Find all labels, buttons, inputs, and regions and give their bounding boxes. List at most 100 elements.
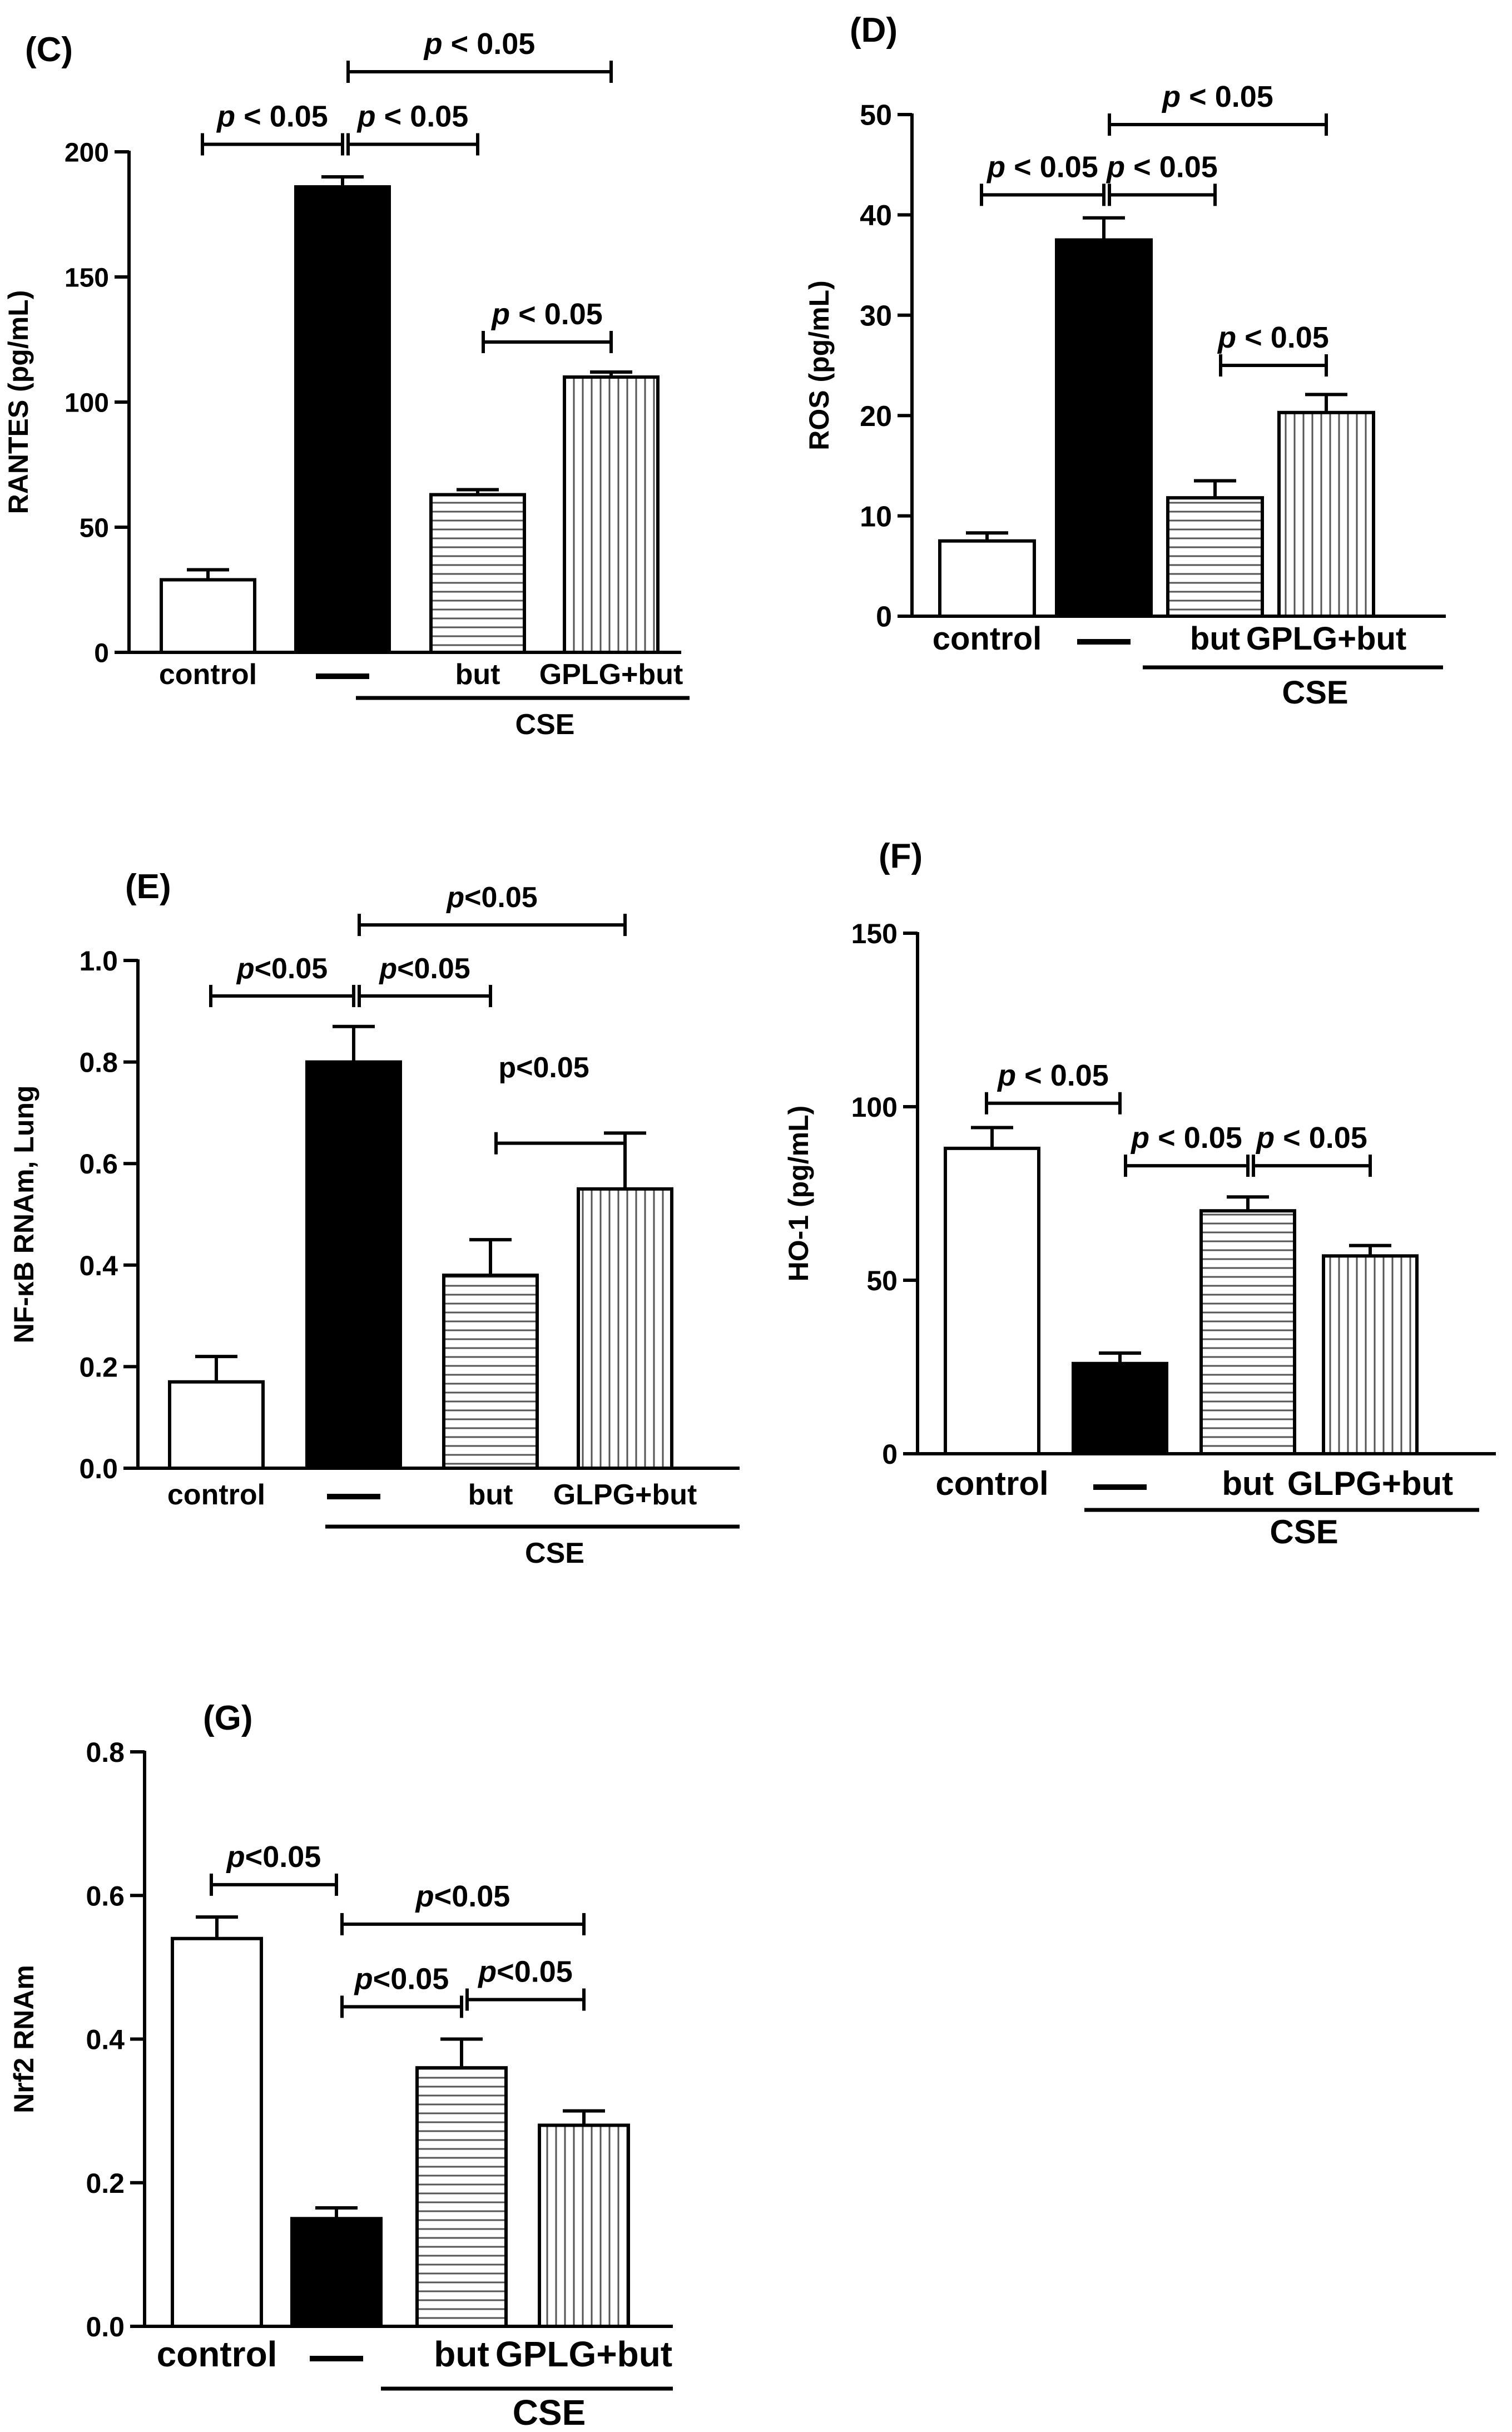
category-label: GPLG+but xyxy=(495,2334,672,2374)
category-label: GLPG+but xyxy=(1287,1465,1453,1502)
category-label: control xyxy=(159,658,257,691)
category-label: but xyxy=(1190,621,1240,657)
y-tick-label: 0.2 xyxy=(79,1351,118,1383)
category-label-hidden: — xyxy=(342,683,343,685)
category-label-hidden: — xyxy=(1119,1494,1121,1495)
y-tick-label: 20 xyxy=(860,400,892,433)
y-tick-label: 0.6 xyxy=(86,1880,125,1911)
significance-bracket: p < 0.05 xyxy=(346,100,479,156)
bar-1 xyxy=(171,1936,263,2329)
category-label: control xyxy=(935,1465,1048,1502)
significance-label: p<0.05 xyxy=(477,1955,573,1988)
significance-bracket: p < 0.05 xyxy=(980,150,1106,206)
y-tick-label: 100 xyxy=(851,1092,898,1123)
y-tick-label: 0.2 xyxy=(86,2168,125,2199)
significance-bracket: p < 0.05 xyxy=(1252,1121,1372,1177)
y-axis-label: Nrf2 RNAm xyxy=(8,1965,39,2113)
significance-bracket: p<0.05 xyxy=(358,953,492,1007)
bar-4 xyxy=(1277,410,1375,618)
y-tick-label: 0.0 xyxy=(79,1453,118,1484)
panel-label: (D) xyxy=(850,11,898,49)
bar-1 xyxy=(944,1146,1040,1455)
bar-3 xyxy=(429,493,526,654)
significance-label: p < 0.05 xyxy=(997,1059,1109,1092)
bar-1 xyxy=(160,578,256,654)
bar-2 xyxy=(294,185,391,654)
significance-bracket: p < 0.05 xyxy=(1106,150,1218,206)
significance-label: p<0.05 xyxy=(415,1880,510,1913)
y-tick-label: 50 xyxy=(866,1265,898,1296)
significance-bracket: p<0.05 xyxy=(465,1955,586,2011)
category-label: but xyxy=(455,658,500,691)
y-tick-label: 0.4 xyxy=(79,1250,118,1281)
y-tick-label: 100 xyxy=(65,388,109,418)
bar-3 xyxy=(1166,496,1264,618)
y-tick-label: 10 xyxy=(860,501,892,533)
bar-3 xyxy=(442,1274,539,1470)
group-label: CSE xyxy=(1270,1513,1338,1551)
significance-label: p<0.05 xyxy=(354,1962,449,1995)
bar-4 xyxy=(563,375,660,654)
y-tick-label: 0 xyxy=(876,601,892,633)
y-tick-label: 150 xyxy=(65,263,109,293)
bar-2 xyxy=(290,2217,383,2328)
y-tick-label: 200 xyxy=(65,138,109,167)
significance-label: p < 0.05 xyxy=(1106,150,1218,184)
significance-label: p<0.05 xyxy=(445,881,537,914)
category-label: GLPG+but xyxy=(553,1479,697,1511)
category-label: GPLG+but xyxy=(1246,621,1406,657)
bar-1 xyxy=(938,539,1036,618)
y-tick-label: 150 xyxy=(851,918,898,949)
category-label: control xyxy=(167,1479,265,1511)
significance-label: p<0.05 xyxy=(236,953,328,985)
y-axis-label: HO-1 (pg/mL) xyxy=(783,1106,814,1282)
panel-label: (F) xyxy=(879,837,923,875)
significance-bracket: p<0.05 xyxy=(340,1880,586,1935)
significance-label: p < 0.05 xyxy=(423,27,536,61)
category-label-hidden: — xyxy=(353,1504,354,1505)
y-tick-label: 0 xyxy=(94,638,109,668)
significance-label: p<0.05 xyxy=(226,1840,321,1874)
significance-label: p < 0.05 xyxy=(1161,80,1273,113)
bar-2 xyxy=(1055,238,1153,618)
bar-2 xyxy=(305,1060,402,1470)
category-label: GPLG+but xyxy=(539,658,683,691)
bar-1 xyxy=(168,1380,265,1470)
y-tick-label: 50 xyxy=(860,100,892,132)
significance-label: p < 0.05 xyxy=(1217,321,1329,354)
significance-label: p<0.05 xyxy=(378,953,470,985)
significance-label: p < 0.05 xyxy=(1130,1121,1242,1155)
y-tick-label: 0 xyxy=(882,1439,898,1470)
y-tick-label: 0.4 xyxy=(86,2024,125,2055)
bar-4 xyxy=(577,1187,673,1470)
panel-f: (F) 0 50 100 150 HO-1 (pg/mL) control — but GLPG+… xyxy=(783,837,1496,1551)
bar-4 xyxy=(1322,1254,1419,1456)
significance-bracket: p < 0.05 xyxy=(985,1059,1122,1115)
group-label: CSE xyxy=(525,1537,584,1569)
significance-bracket: p<0.05 xyxy=(340,1962,463,2018)
panel-g: (G) 0.0 0.2 0.4 0.6 0.8 Nrf2 RNAm control — but GP… xyxy=(8,1699,673,2432)
y-axis-label: NF-κB RNAm, Lung xyxy=(8,1086,39,1344)
significance-bracket: p < 0.05 xyxy=(1217,321,1329,377)
bar-4 xyxy=(538,2123,630,2328)
significance-bracket: p<0.05 xyxy=(209,953,355,1007)
y-tick-label: 1.0 xyxy=(79,945,118,977)
y-tick-label: 0.6 xyxy=(79,1148,118,1180)
category-label: but xyxy=(1222,1465,1273,1502)
y-tick-label: 40 xyxy=(860,200,892,232)
y-tick-label: 0.8 xyxy=(79,1047,118,1078)
y-axis-label: RANTES (pg/mL) xyxy=(3,290,34,514)
y-tick-label: 50 xyxy=(80,513,109,543)
bar-3 xyxy=(1199,1209,1296,1455)
bar-2 xyxy=(1072,1361,1168,1456)
category-label-hidden: — xyxy=(1103,649,1104,650)
significance-label: p < 0.05 xyxy=(216,100,328,133)
significance-bracket: p<0.05 xyxy=(494,1052,627,1155)
category-label: but xyxy=(468,1479,513,1511)
panel-c: (C) 0 50 100 150 200 RANTES (pg/mL) control — but… xyxy=(3,27,690,741)
significance-label: p<0.05 xyxy=(498,1052,589,1084)
significance-bracket: p < 0.05 xyxy=(482,298,613,353)
category-label: control xyxy=(933,621,1042,657)
panel-label: (E) xyxy=(125,868,171,906)
